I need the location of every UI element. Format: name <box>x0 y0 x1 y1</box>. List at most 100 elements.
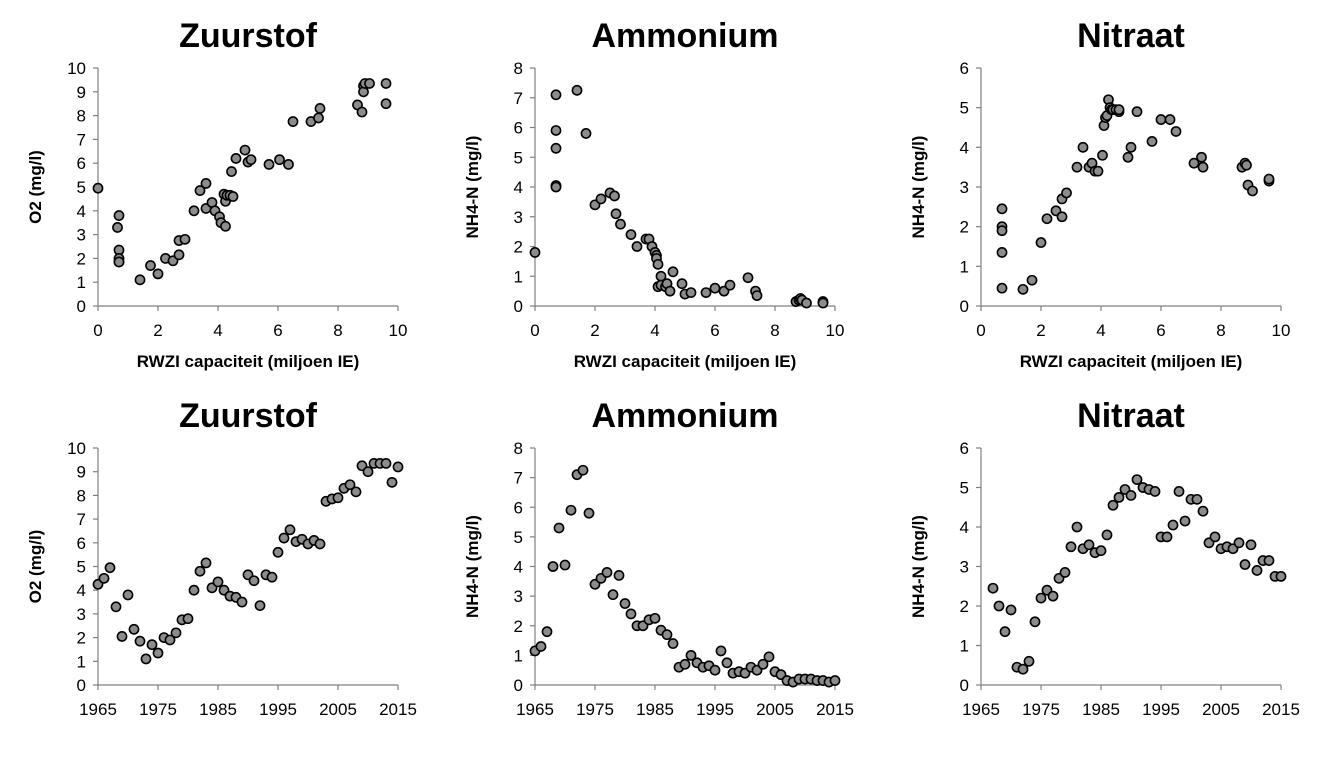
data-point <box>1196 151 1207 163</box>
data-point <box>392 461 404 473</box>
x-tick-label: 1965 <box>79 700 117 719</box>
y-tick-label: 4 <box>960 138 969 157</box>
data-point <box>721 657 733 669</box>
data-point <box>364 78 375 89</box>
data-point <box>1041 213 1053 225</box>
data-point <box>200 557 212 569</box>
data-point <box>619 598 631 609</box>
y-axis-label: NH4-N (mg/l) <box>909 136 928 239</box>
data-point <box>92 182 104 194</box>
data-point <box>1113 491 1125 503</box>
x-tick-label: 1995 <box>1142 700 1180 719</box>
data-point <box>152 268 164 280</box>
data-point <box>529 247 541 258</box>
data-point <box>1146 135 1158 147</box>
data-point <box>999 626 1011 638</box>
y-tick-label: 0 <box>514 676 523 695</box>
data-point <box>724 279 736 291</box>
data-point <box>284 524 296 536</box>
data-point <box>1017 283 1029 295</box>
data-point <box>661 629 673 641</box>
data-point <box>1065 541 1077 553</box>
y-tick-label: 6 <box>960 59 969 78</box>
y-tick-label: 8 <box>77 486 86 505</box>
data-point <box>1122 151 1134 163</box>
x-tick-label: 10 <box>389 321 408 340</box>
data-point <box>1056 211 1068 223</box>
y-tick-label: 9 <box>77 83 86 102</box>
data-point <box>1155 114 1167 125</box>
data-point <box>685 287 697 299</box>
data-point <box>1125 141 1137 153</box>
data-point <box>1125 489 1137 501</box>
y-tick-label: 4 <box>514 558 523 577</box>
data-point <box>1005 604 1017 616</box>
data-point <box>987 582 999 594</box>
data-point <box>996 225 1008 237</box>
y-tick-label: 3 <box>960 558 969 577</box>
chart-title: Zuurstof <box>179 397 318 435</box>
data-point <box>227 191 239 202</box>
data-point <box>283 158 294 170</box>
data-point <box>631 241 643 252</box>
data-point <box>565 504 577 516</box>
x-tick-label: 4 <box>1096 321 1105 340</box>
x-tick-label: 8 <box>333 321 342 340</box>
y-tick-label: 7 <box>77 130 86 149</box>
x-tick-label: 1995 <box>259 700 297 719</box>
data-point <box>700 287 712 299</box>
y-tick-label: 10 <box>67 439 86 458</box>
data-point <box>559 559 571 571</box>
data-point <box>1083 539 1095 551</box>
chart-title: Ammonium <box>592 17 779 55</box>
data-point <box>553 522 565 534</box>
data-point <box>200 178 212 189</box>
data-point <box>313 112 324 124</box>
data-point <box>1035 592 1047 604</box>
y-tick-label: 1 <box>960 257 969 276</box>
x-tick-label: 2015 <box>1262 700 1300 719</box>
chart-panel-3: Nitraat 0 1 2 3 4 5 6 0 2 4 6 8 10 NH4-N (mg/l) RWZI ca… <box>909 17 1290 371</box>
y-tick-label: 3 <box>514 208 523 227</box>
x-axis-label: RWZI capaciteit (miljoen IE) <box>137 352 360 371</box>
y-tick-label: 8 <box>514 439 523 458</box>
data-point <box>266 571 278 583</box>
data-point <box>113 210 125 221</box>
y-tick-label: 1 <box>514 267 523 286</box>
y-tick-label: 0 <box>77 297 86 316</box>
x-tick-label: 1975 <box>576 700 614 719</box>
data-point <box>314 103 326 114</box>
x-tick-label: 4 <box>650 321 659 340</box>
data-point <box>817 297 829 309</box>
data-point <box>1131 474 1143 485</box>
data-point <box>1241 159 1252 171</box>
data-point <box>1107 499 1119 511</box>
data-point <box>248 575 260 587</box>
data-point <box>230 153 242 164</box>
chart-panel-4: Zuurstof 0 1 2 3 4 5 6 7 8 9 10 1965 1975 1985 1995 2005… <box>26 397 417 719</box>
data-point <box>245 154 257 166</box>
data-point <box>1113 104 1125 116</box>
data-point <box>577 464 589 476</box>
chart-title: Nitraat <box>1077 17 1185 55</box>
data-point <box>1263 555 1275 566</box>
data-point <box>254 600 266 612</box>
y-tick-label: 6 <box>514 119 523 138</box>
x-tick-label: 2 <box>153 321 162 340</box>
x-tick-label: 0 <box>93 321 102 340</box>
y-tick-label: 5 <box>514 148 523 167</box>
data-point <box>263 158 275 170</box>
y-tick-label: 2 <box>77 629 86 648</box>
data-point <box>1023 655 1035 667</box>
chart-panel-6: Nitraat 0 1 2 3 4 5 6 1965 1975 1985 1995 2005 2015 NH… <box>909 397 1300 719</box>
x-tick-label: 1985 <box>199 700 237 719</box>
y-tick-label: 3 <box>77 605 86 624</box>
data-point <box>709 282 721 294</box>
data-point <box>386 476 398 488</box>
x-tick-label: 2015 <box>379 700 417 719</box>
data-point <box>1029 616 1041 628</box>
data-point <box>128 623 140 635</box>
data-point <box>996 203 1008 215</box>
y-axis-label: O2 (mg/l) <box>26 150 45 224</box>
data-point <box>112 222 123 233</box>
